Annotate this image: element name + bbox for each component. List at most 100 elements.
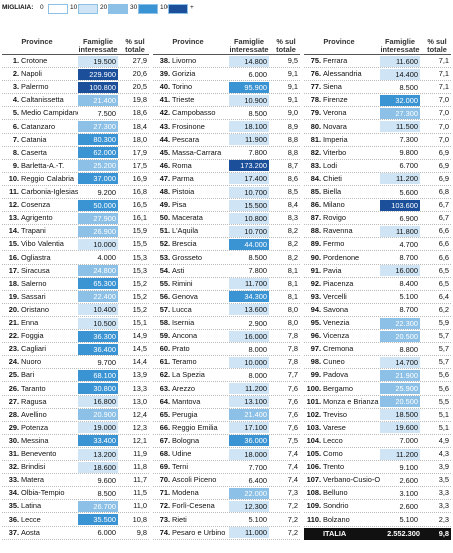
pct: 11,8 bbox=[133, 462, 147, 472]
row-rule bbox=[2, 173, 149, 186]
province: Como bbox=[323, 449, 343, 458]
rank: 77. bbox=[310, 82, 321, 92]
rank: 95. bbox=[310, 318, 321, 327]
famiglie: 19.500 bbox=[78, 55, 118, 67]
pct: 14,5 bbox=[132, 344, 147, 354]
legend-label: 0 bbox=[40, 4, 44, 11]
legend-label: 100 bbox=[160, 4, 171, 11]
row-rule bbox=[153, 343, 300, 357]
famiglie: 6.700 bbox=[380, 160, 420, 172]
row-rule bbox=[153, 356, 300, 370]
rank: 97. bbox=[310, 344, 321, 354]
rank: 50. bbox=[159, 213, 170, 223]
row-rule bbox=[153, 474, 300, 488]
rank: 67. bbox=[159, 435, 170, 445]
legend-swatch bbox=[138, 4, 158, 14]
row-rule bbox=[2, 186, 149, 199]
rank: 94. bbox=[310, 304, 321, 314]
famiglie: 18.000 bbox=[229, 448, 269, 460]
famiglie: 11.900 bbox=[229, 134, 269, 146]
pct: 19,8 bbox=[132, 95, 147, 105]
row-rule bbox=[153, 383, 300, 396]
row-rule bbox=[2, 291, 149, 304]
row-rule bbox=[304, 212, 451, 226]
rank: 39. bbox=[159, 69, 170, 79]
rank: 98. bbox=[310, 357, 321, 367]
famiglie: 25.900 bbox=[380, 383, 420, 394]
rank: 20. bbox=[8, 304, 19, 314]
row-rule bbox=[304, 160, 451, 173]
pct: 8,4 bbox=[287, 200, 298, 210]
pct: 9,1 bbox=[287, 95, 298, 105]
famiglie: 13.200 bbox=[78, 448, 118, 460]
row-rule bbox=[153, 147, 300, 160]
rank: 23. bbox=[8, 344, 19, 354]
famiglie: 10.000 bbox=[229, 356, 269, 368]
famiglie: 11.500 bbox=[380, 121, 420, 132]
row-rule bbox=[153, 500, 300, 514]
pct: 7,6 bbox=[287, 422, 298, 432]
famiglie: 9.200 bbox=[78, 186, 118, 198]
row-rule bbox=[304, 474, 451, 488]
rank: 13. bbox=[8, 213, 19, 223]
rank: 108. bbox=[306, 488, 321, 498]
province: Siracusa bbox=[21, 265, 50, 275]
province: Caserta bbox=[21, 147, 47, 157]
total-pct: 9,8 bbox=[438, 528, 449, 538]
row-rule bbox=[2, 107, 149, 121]
rank: 8. bbox=[12, 147, 19, 157]
row-rule bbox=[153, 461, 300, 475]
province: Sassari bbox=[21, 291, 46, 301]
row-rule bbox=[153, 81, 300, 95]
province: Crotone bbox=[21, 56, 48, 65]
famiglie: 14.800 bbox=[229, 55, 269, 67]
province: Latina bbox=[21, 501, 42, 511]
province: Ancona bbox=[172, 331, 198, 341]
province: L'Aquila bbox=[172, 226, 199, 236]
row-rule bbox=[304, 291, 451, 304]
famiglie: 11.200 bbox=[229, 383, 269, 394]
famiglie: 5.600 bbox=[380, 186, 420, 198]
pct: 7,1 bbox=[438, 69, 449, 79]
pct: 17,9 bbox=[132, 147, 147, 157]
row-rule bbox=[2, 55, 149, 68]
famiglie: 9.700 bbox=[78, 356, 118, 368]
row-rule bbox=[2, 199, 149, 213]
pct: 16,1 bbox=[132, 213, 147, 223]
province: Siena bbox=[323, 82, 342, 92]
row-rule bbox=[304, 199, 451, 213]
total-label: ITALIA bbox=[323, 528, 347, 538]
rank: 71. bbox=[159, 488, 170, 498]
pct: 5,7 bbox=[438, 344, 449, 354]
province: Ogliastra bbox=[21, 252, 51, 262]
province: Pordenone bbox=[323, 252, 360, 262]
province: Livorno bbox=[172, 56, 197, 65]
legend-label: 10 bbox=[70, 4, 78, 11]
rank: 19. bbox=[8, 291, 19, 301]
row-rule bbox=[2, 252, 149, 265]
row-rule bbox=[2, 422, 149, 435]
row-rule bbox=[153, 487, 300, 501]
row-rule bbox=[153, 330, 300, 344]
rank: 53. bbox=[159, 252, 170, 262]
province: Reggio Emilia bbox=[172, 422, 218, 432]
rank: 38. bbox=[159, 56, 170, 65]
row-rule bbox=[153, 107, 300, 121]
famiglie: 8.500 bbox=[229, 107, 269, 119]
header-pct: % sul totale bbox=[427, 37, 447, 54]
famiglie: 173.200 bbox=[229, 160, 269, 172]
legend-title: MIGLIAIA: bbox=[2, 4, 34, 11]
rank: 10. bbox=[8, 173, 19, 183]
row-rule bbox=[2, 500, 149, 514]
rank: 101. bbox=[306, 396, 321, 406]
province: Lodi bbox=[323, 160, 337, 170]
header-pct: % sul totale bbox=[276, 37, 296, 54]
rank: 24. bbox=[8, 357, 19, 367]
legend-label: + bbox=[190, 4, 194, 11]
rank: 66. bbox=[159, 422, 170, 432]
rank: 96. bbox=[310, 331, 321, 341]
row-rule bbox=[153, 409, 300, 422]
famiglie: 19.600 bbox=[380, 422, 420, 434]
row-rule bbox=[304, 304, 451, 317]
row-rule bbox=[153, 225, 300, 239]
